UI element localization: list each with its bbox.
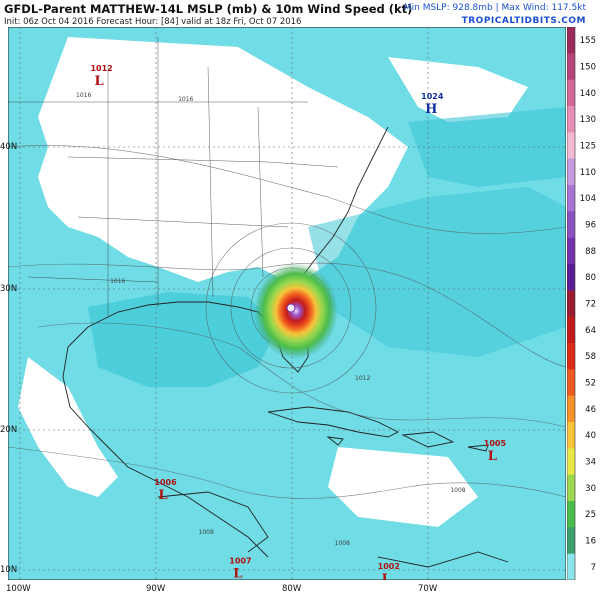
latitude-label: 30N (0, 284, 18, 294)
longitude-label: 80W (282, 584, 302, 594)
legend-tick-label: 150 (580, 63, 596, 73)
latitude-label: 40N (0, 142, 18, 152)
legend-color-swatch (567, 185, 575, 212)
legend-tick-label: 110 (580, 168, 596, 178)
legend-color-swatch (567, 448, 575, 476)
wind-band-gulf (88, 292, 278, 387)
latitude-label: 10N (0, 565, 18, 575)
legend-tick-label: 104 (580, 194, 596, 204)
legend-color-swatch (567, 369, 575, 397)
legend-tick-label: 46 (585, 405, 596, 415)
low-pressure-marker: L (382, 572, 391, 580)
legend-color-swatch (567, 316, 575, 344)
isobar-label: 1016 (76, 92, 91, 99)
site-watermark: TROPICALTIDBITS.COM (461, 16, 586, 26)
legend-color-swatch (567, 79, 575, 107)
storm-wind-field (254, 263, 338, 359)
legend-color-swatch (567, 211, 575, 239)
legend-tick-label: 125 (580, 142, 596, 152)
isobar-label: 1016 (178, 96, 193, 103)
coastlines (62, 126, 509, 568)
calm-region-mexico (18, 357, 118, 497)
legend-color-swatch (567, 132, 575, 160)
longitude-label: 90W (146, 584, 166, 594)
legend-color-swatch (567, 53, 575, 81)
legend-tick-label: 140 (580, 89, 596, 99)
init-info: Init: 06z Oct 04 2016 Forecast Hour: [84… (4, 17, 302, 27)
storm-stats: Min MSLP: 928.8mb | Max Wind: 117.5kt (403, 3, 586, 13)
legend-tick-label: 7 (591, 563, 596, 573)
isobar-label: 1008 (450, 487, 465, 494)
wind-band-north-atlantic (408, 107, 566, 187)
calm-region-caribbean (328, 447, 478, 527)
isobar-label: 1016 (110, 278, 125, 285)
wind-band-atlantic (308, 187, 566, 357)
legend-tick-label: 64 (585, 326, 596, 336)
political-borders (8, 37, 339, 317)
legend-color-swatch (567, 158, 575, 186)
legend-color-swatch (567, 527, 575, 555)
legend-tick-label: 30 (585, 484, 596, 494)
high-pressure-marker: H (425, 102, 437, 117)
legend-color-swatch (567, 553, 575, 580)
chart-title: GFDL-Parent MATTHEW-14L MSLP (mb) & 10m … (4, 2, 413, 16)
legend-tick-label: 58 (585, 352, 596, 362)
legend-tick-label: 88 (585, 247, 596, 257)
legend-color-swatch (567, 106, 575, 133)
legend-tick-label: 40 (585, 431, 596, 441)
legend-color-swatch (567, 501, 575, 528)
legend-color-swatch (567, 474, 575, 502)
pressure-center-value: 1005 (484, 439, 507, 448)
isobar-label: 1008 (199, 529, 214, 536)
isobar-labels: 1016 1016 1016 1012 1008 1008 1008 (76, 92, 466, 547)
low-pressure-marker: L (488, 449, 497, 464)
low-pressure-marker: L (94, 74, 103, 89)
pressure-center-value: 1006 (154, 478, 177, 487)
wind-speed-legend: 155 150 140 130 125 110 104 96 88 80 72 64 58 52 46 40 3… (567, 27, 596, 580)
legend-tick-label: 96 (585, 221, 596, 231)
pressure-center-value: 1024 (421, 92, 444, 101)
isobar-label: 1012 (355, 375, 370, 382)
legend-color-swatch (567, 395, 575, 423)
longitude-label: 100W (6, 584, 31, 594)
pressure-center-value: 1002 (378, 562, 400, 571)
legend-tick-label: 80 (585, 273, 596, 283)
legend-color-swatch (567, 422, 575, 449)
legend-color-swatch (567, 290, 575, 318)
latitude-label: 20N (0, 425, 18, 435)
legend-tick-label: 16 (585, 537, 596, 547)
legend-color-swatch (567, 264, 575, 291)
longitude-label: 70W (418, 584, 438, 594)
legend-tick-label: 130 (580, 115, 596, 125)
calm-region-northeast (388, 57, 528, 122)
legend-tick-label: 72 (585, 300, 596, 310)
storm-eye (286, 303, 296, 313)
legend-tick-label: 25 (585, 510, 596, 520)
pressure-center-value: 1007 (229, 557, 251, 566)
legend-tick-label: 155 (580, 36, 596, 46)
legend-color-swatch (567, 237, 575, 265)
legend-tick-label: 34 (585, 458, 596, 468)
legend-tick-label: 52 (585, 379, 596, 389)
isobar-label: 1008 (335, 540, 350, 547)
calm-region-continent (38, 37, 408, 282)
pressure-center-value: 1012 (90, 64, 112, 73)
low-pressure-marker: L (233, 567, 242, 580)
legend-color-swatch (567, 343, 575, 370)
legend-color-swatch (567, 27, 575, 54)
low-pressure-marker: L (158, 488, 167, 503)
